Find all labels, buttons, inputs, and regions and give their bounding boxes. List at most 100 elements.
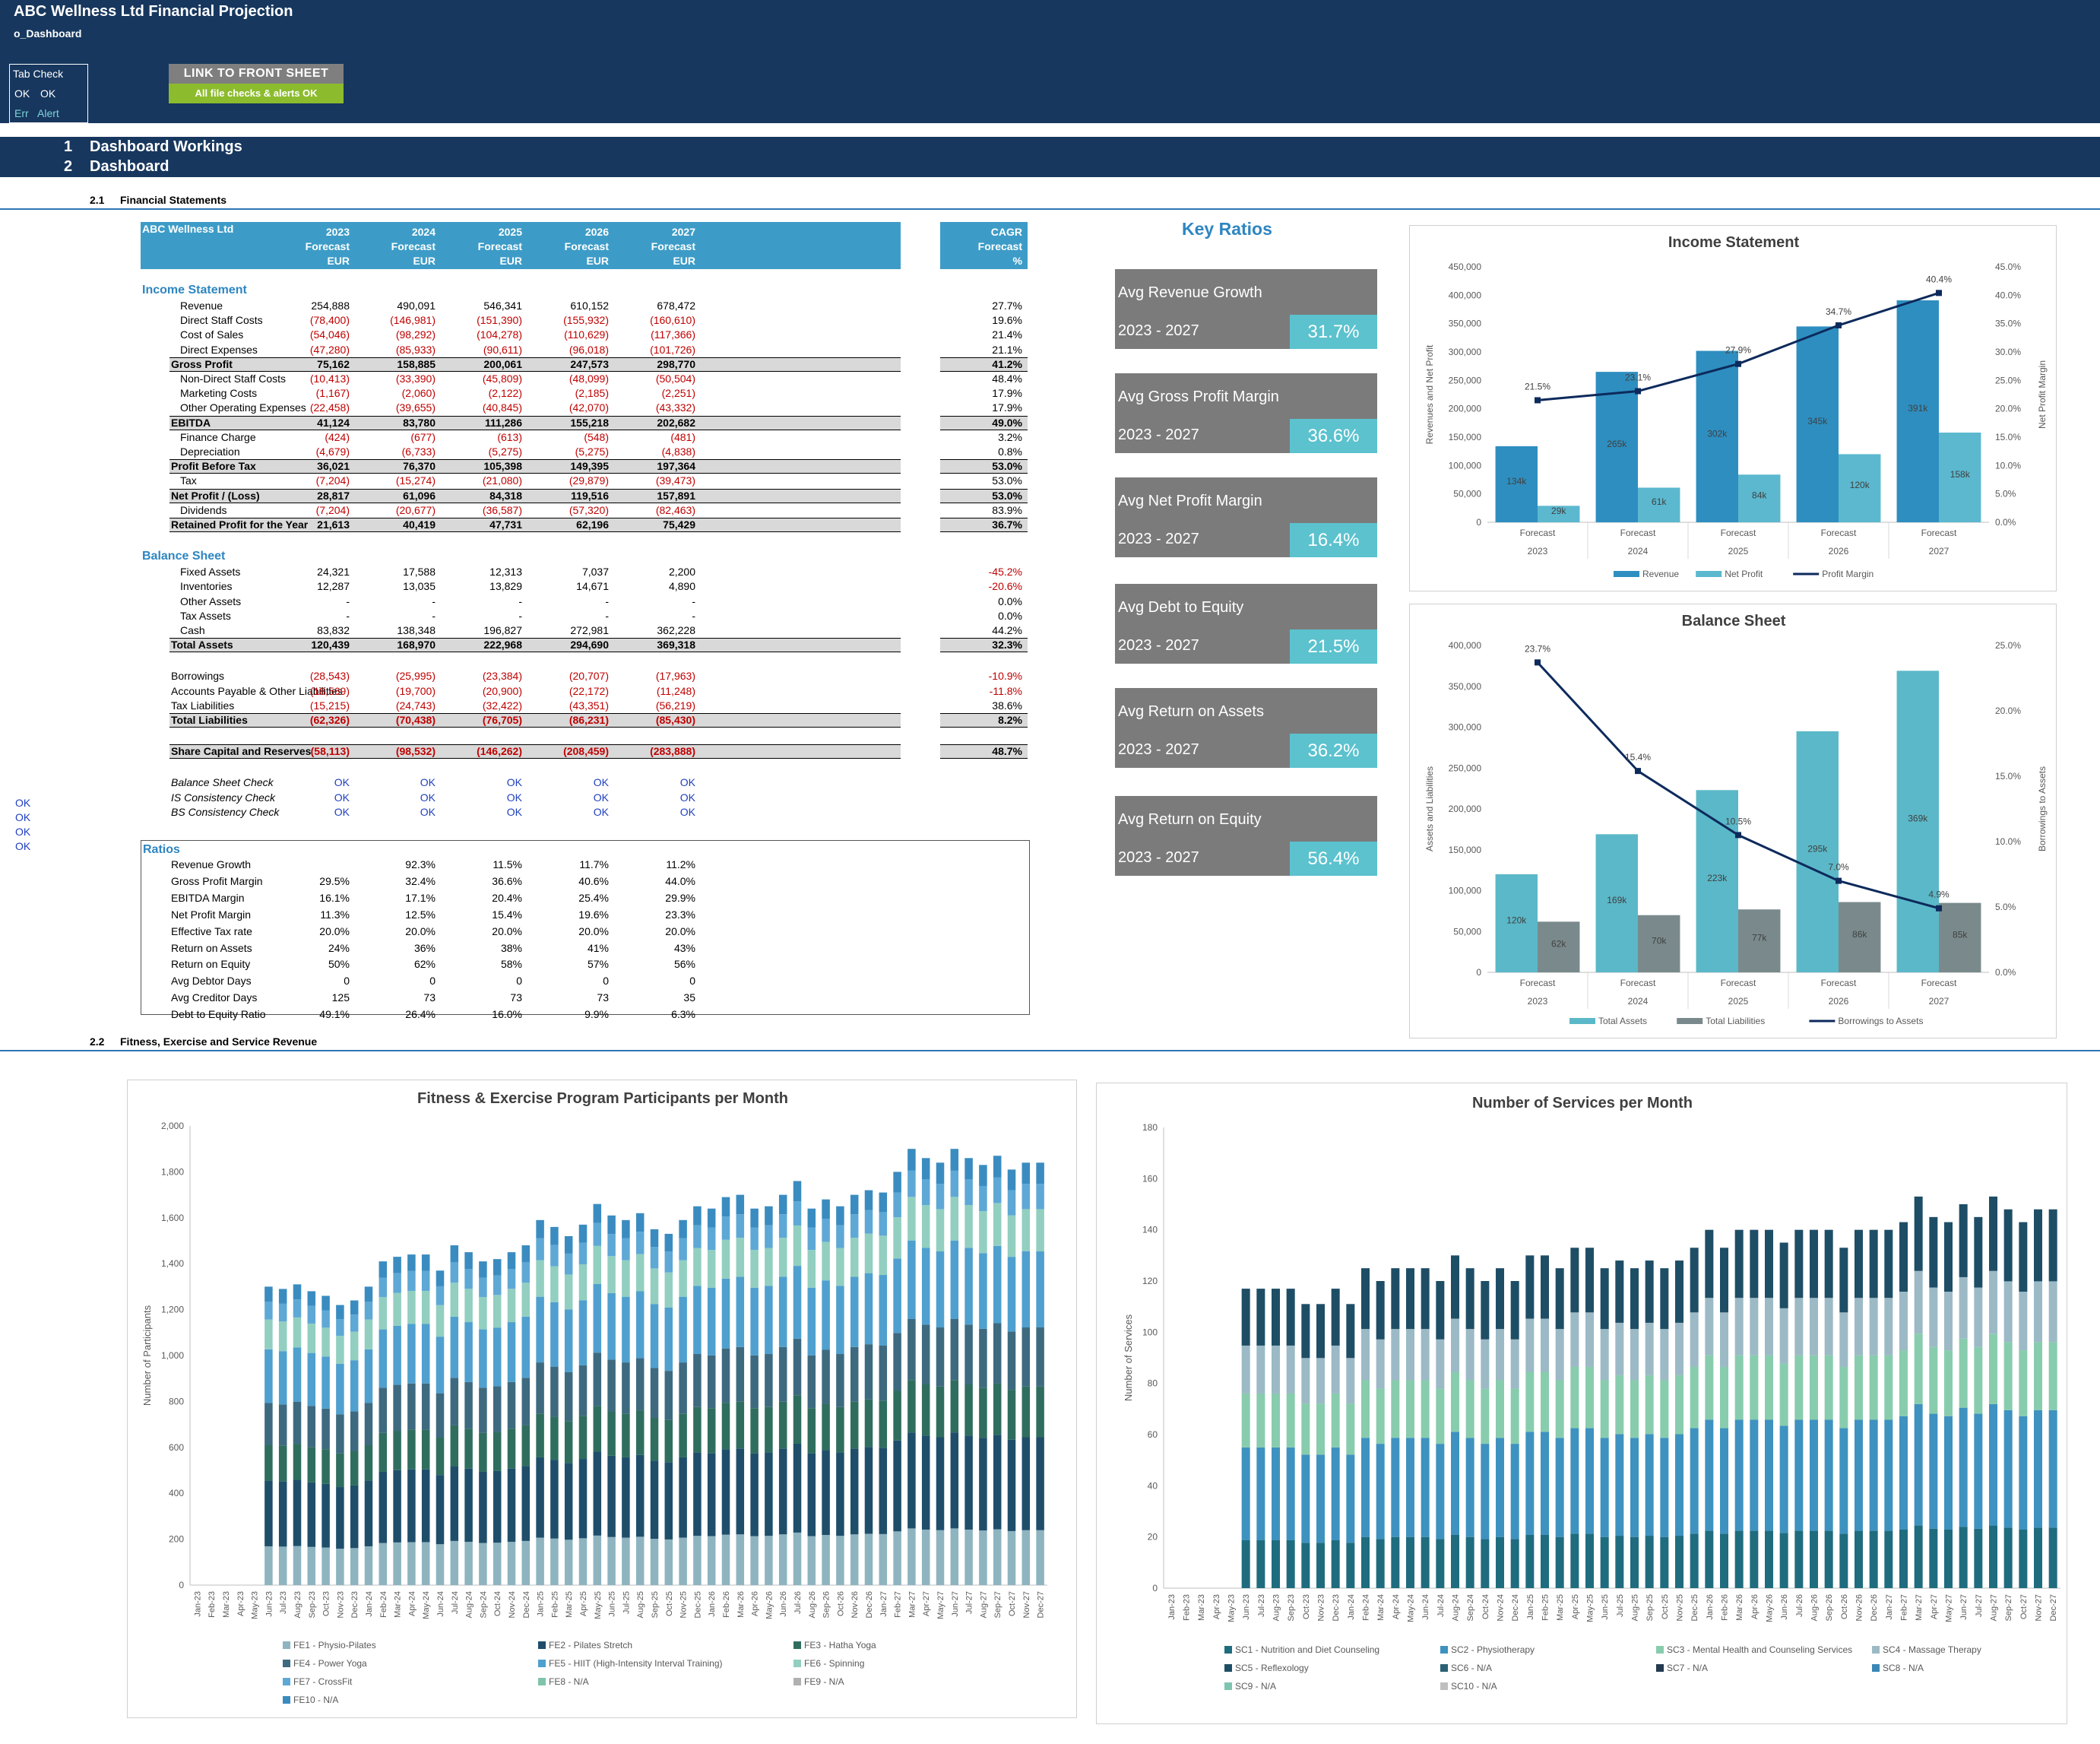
bar-net-profit <box>1839 454 1881 522</box>
stack-segment <box>2048 1409 2057 1528</box>
month-label: Aug-23 <box>1272 1594 1281 1621</box>
key-ratio-period: 2023 - 2027 <box>1118 426 1199 443</box>
stack-segment <box>1809 1229 1819 1298</box>
stack-segment <box>350 1360 359 1412</box>
table-row: Revenue 254,888 490,091 546,341 610,152 678,4… <box>141 299 1030 313</box>
stack-segment <box>635 1454 645 1537</box>
stack-segment <box>721 1197 730 1217</box>
stack-segment <box>750 1453 759 1536</box>
stack-segment <box>307 1291 316 1306</box>
cagr-value: 8.2% <box>998 714 1022 726</box>
stack-segment <box>364 1302 373 1320</box>
total-band <box>940 488 1028 503</box>
y-axis-label: Number of Services <box>1123 1314 1134 1401</box>
cell-value: - <box>432 595 436 607</box>
row-label: Tax Liabilities <box>171 699 235 712</box>
row-label: Retained Profit for the Year <box>171 518 309 531</box>
stack-segment <box>1450 1371 1460 1432</box>
ratio-value: 9.9% <box>584 1008 609 1021</box>
stack-segment <box>607 1234 616 1257</box>
stack-segment <box>1007 1169 1016 1191</box>
stack-segment <box>421 1254 430 1271</box>
cell-value: (5,275) <box>575 446 609 458</box>
stack-segment <box>936 1530 945 1585</box>
month-label: May-26 <box>765 1591 774 1619</box>
cell-value: (15,274) <box>395 474 436 487</box>
stack-segment <box>907 1432 916 1529</box>
table-row: Depreciation (4,679) (6,733) (5,275) (5,275)… <box>141 445 1030 459</box>
stack-segment <box>2048 1209 2057 1282</box>
month-label: Aug-27 <box>1990 1594 1999 1621</box>
stack-segment <box>264 1286 273 1302</box>
y-tick-label: 1,000 <box>161 1350 184 1361</box>
cell-value: 105,398 <box>483 460 522 473</box>
cell-value: - <box>432 609 436 622</box>
legend-swatch <box>1872 1646 1880 1654</box>
link-to-front-sheet-button[interactable]: LINK TO FRONT SHEET <box>169 64 344 84</box>
stack-segment <box>1021 1209 1031 1252</box>
stack-segment <box>1645 1434 1654 1536</box>
month-label: Sep-23 <box>1287 1594 1296 1621</box>
row-label: Marketing Costs <box>180 387 258 400</box>
y-tick-label: 120 <box>1142 1276 1158 1286</box>
nav-item-dashboard[interactable]: 2 Dashboard <box>64 158 169 176</box>
y-tick-label: 250,000 <box>1449 763 1482 773</box>
stack-segment <box>493 1543 502 1585</box>
y-tick-label: 450,000 <box>1449 262 1482 272</box>
cell-value: 157,891 <box>657 489 695 502</box>
stack-segment <box>450 1466 459 1541</box>
cell-value: (4,679) <box>315 446 350 458</box>
key-ratio-label: Avg Gross Profit Margin <box>1118 388 1279 405</box>
stack-segment <box>264 1319 273 1349</box>
stack-segment <box>1510 1339 1519 1389</box>
stack-segment <box>879 1533 888 1585</box>
cell-value: (76,705) <box>482 714 522 726</box>
key-ratio-label: Avg Revenue Growth <box>1118 284 1262 301</box>
row-label: Tax <box>180 474 197 487</box>
stack-segment <box>622 1362 630 1414</box>
stack-segment <box>507 1381 516 1429</box>
stack-segment <box>1570 1248 1579 1313</box>
cell-value: - <box>518 609 522 622</box>
key-ratio-label: Avg Debt to Equity <box>1118 599 1244 616</box>
stack-segment <box>536 1362 544 1414</box>
legend-label: Borrowings to Assets <box>1838 1016 1923 1026</box>
stack-segment <box>1570 1533 1579 1588</box>
category-sublabel: Forecast <box>1620 978 1656 988</box>
ratio-row: Return on Equity 50% 62% 58% 57% 56% <box>141 957 1030 972</box>
stack-segment <box>822 1219 830 1242</box>
stack-segment <box>822 1241 830 1281</box>
y2-tick-label: 5.0% <box>1995 489 2016 499</box>
nav-item-dashboard-workings[interactable]: 1 Dashboard Workings <box>64 138 242 156</box>
stack-segment <box>1660 1268 1669 1330</box>
stack-segment <box>1286 1345 1295 1394</box>
cell-value: (45,809) <box>482 373 522 385</box>
stack-segment <box>693 1286 702 1355</box>
cell-value: (20,900) <box>482 684 522 697</box>
stack-segment <box>321 1327 330 1357</box>
y2-axis-label: Borrowings to Assets <box>2037 766 2048 851</box>
cagr-value: 19.6% <box>992 314 1022 327</box>
tab-check-alert: Alert <box>37 107 59 119</box>
stack-segment <box>1734 1229 1744 1298</box>
stack-segment <box>507 1322 516 1382</box>
bar-total-assets <box>1896 671 1939 972</box>
cell-value: 17,588 <box>403 566 436 579</box>
file-checks-status[interactable]: All file checks & alerts OK <box>169 84 344 103</box>
key-ratio-card: Avg Return on Equity 2023 - 2027 56.4% <box>1115 796 1377 876</box>
stack-segment <box>336 1363 344 1415</box>
stack-segment <box>979 1185 987 1212</box>
category-sublabel: Forecast <box>1620 528 1656 538</box>
stack-segment <box>964 1324 973 1384</box>
stack-segment <box>364 1286 373 1302</box>
stack-segment <box>707 1287 716 1356</box>
bar-data-label: 120k <box>1506 915 1527 926</box>
stack-segment <box>564 1274 573 1310</box>
cell-value: - <box>605 595 609 607</box>
legend-label: SC2 - Physiotherapy <box>1451 1644 1535 1655</box>
stack-segment <box>793 1225 802 1267</box>
check-ok: OK <box>15 840 31 852</box>
chart-title: Number of Services per Month <box>1472 1095 1693 1111</box>
month-label: Jul-27 <box>965 1591 974 1614</box>
total-band <box>169 518 901 532</box>
